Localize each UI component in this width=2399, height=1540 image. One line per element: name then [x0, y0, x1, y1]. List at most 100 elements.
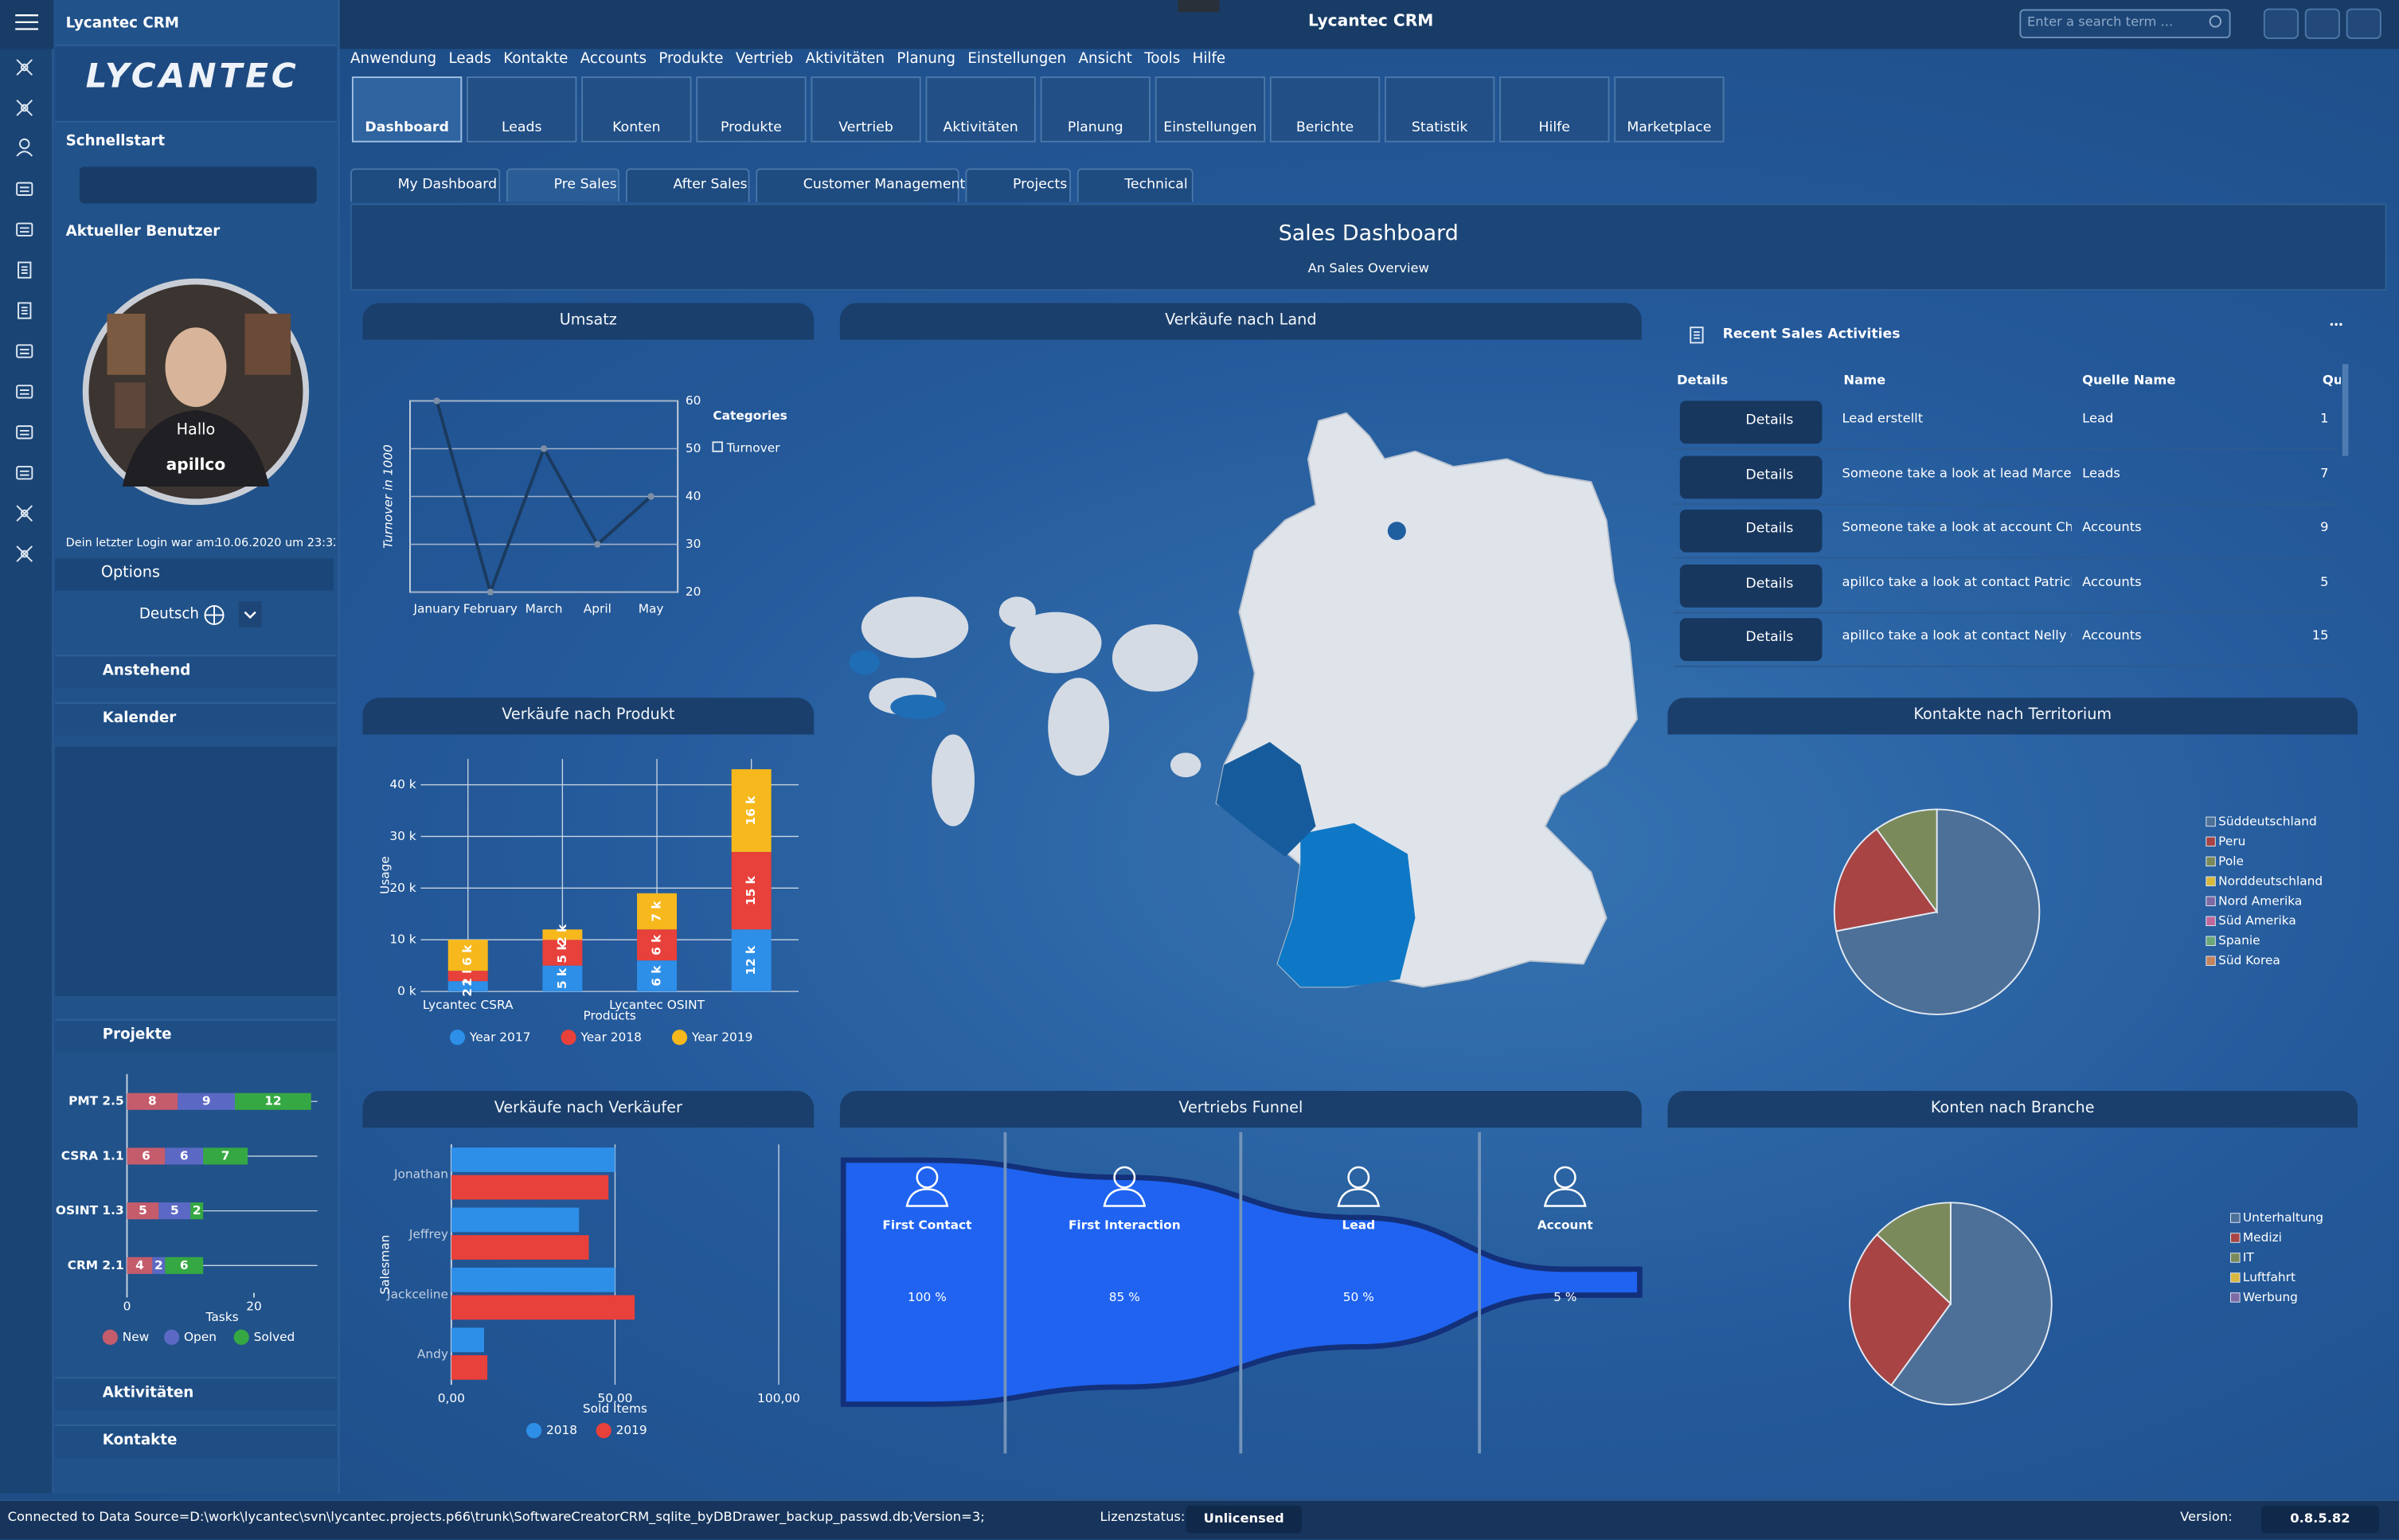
details-button[interactable]: Details — [1679, 401, 1823, 444]
column-header: Details — [1676, 373, 1729, 389]
details-label: Details — [1745, 576, 1794, 592]
toolbar-label: Leads — [501, 120, 542, 137]
toolbar-button[interactable]: Hilfe — [1499, 76, 1610, 143]
menu-item[interactable]: Einstellungen — [967, 50, 1067, 68]
version-label: Version: — [2180, 1510, 2233, 1526]
menu-item[interactable]: Aktivitäten — [805, 50, 885, 68]
menu-item[interactable]: Anwendung — [350, 50, 437, 68]
activity-count: 1 — [2320, 411, 2329, 428]
menu-item[interactable]: Accounts — [580, 50, 647, 68]
sidebar-section-title: Kontakte — [102, 1432, 178, 1449]
toolbar-button[interactable]: Aktivitäten — [925, 76, 1036, 143]
menu-item[interactable]: Leads — [448, 50, 491, 68]
activity-count: 5 — [2320, 574, 2329, 590]
toolbar-button[interactable]: Vertrieb — [811, 76, 921, 143]
sidebar-section[interactable] — [55, 1377, 337, 1411]
panel: Konten nach Branche — [1667, 1091, 2358, 1458]
panel: Verkäufe nach Land — [839, 303, 1642, 1066]
toolbar-button[interactable]: Dashboard — [351, 76, 463, 143]
activity-name: apillco take a look at contact Nelly C — [1842, 628, 2072, 644]
search-box[interactable]: Enter a search term ... — [2019, 9, 2231, 39]
user-name: apillco — [166, 455, 226, 475]
options-label: Options — [100, 565, 160, 582]
sidebar-app-title: Lycantec CRM — [65, 15, 179, 33]
version: 0.8.5.82 — [2260, 1505, 2379, 1534]
menu-item[interactable]: Ansicht — [1078, 50, 1132, 68]
menu-bar: Anwendung Leads Kontakte Accounts Produkte Ve… — [350, 50, 1225, 72]
details-button[interactable]: Details — [1679, 455, 1823, 498]
toolbar-button[interactable]: Planung — [1040, 76, 1151, 143]
tab-label: After Sales — [673, 177, 748, 193]
sidebar-section[interactable] — [55, 702, 337, 737]
toolbar-button[interactable]: Konten — [581, 76, 692, 143]
panel-title: Vertriebs Funnel — [1178, 1100, 1303, 1117]
tab[interactable]: My Dashboard — [350, 168, 501, 202]
logo-box — [55, 44, 337, 123]
tab[interactable]: Projects — [965, 168, 1072, 202]
sidebar-section-title: Anstehend — [102, 663, 191, 680]
table-row: Details Someone take a look at lead Marce… — [1674, 451, 2338, 505]
greeting: Hallo — [176, 422, 216, 440]
toolbar-label: Einstellungen — [1163, 120, 1257, 137]
activity-name: Lead erstellt — [1842, 411, 1924, 428]
sidebar-section[interactable] — [55, 655, 337, 689]
window-title: Lycantec CRM — [1308, 12, 1434, 31]
activity-count: 15 — [2311, 628, 2329, 644]
toolbar-button[interactable]: Statistik — [1384, 76, 1495, 143]
panel-header — [1667, 698, 2358, 735]
menu-item[interactable]: Produkte — [658, 50, 724, 68]
panel: Recent Sales Activities Details Name Quelle… — [1667, 303, 2358, 673]
toolbar-button[interactable]: Berichte — [1269, 76, 1381, 143]
details-label: Details — [1745, 412, 1794, 429]
toolbar-label: Hilfe — [1538, 120, 1570, 137]
panel-title: Konten nach Branche — [1930, 1100, 2095, 1117]
toolbar-button[interactable]: Marketplace — [1614, 76, 1725, 143]
toolbar-button[interactable]: Leads — [467, 76, 577, 143]
tab[interactable]: After Sales — [625, 168, 750, 202]
options-row[interactable] — [55, 558, 334, 591]
table-header: Details Name Quelle Name Qu — [1667, 367, 2341, 395]
panel-title: Recent Sales Activities — [1722, 327, 1901, 343]
panel: Vertriebs Funnel — [839, 1091, 1642, 1458]
activity-source: Lead — [2082, 411, 2114, 428]
sidebar-section[interactable] — [55, 1424, 337, 1459]
details-label: Details — [1745, 522, 1794, 537]
activity-source: Accounts — [2082, 574, 2142, 590]
menu-item[interactable]: Kontakte — [503, 50, 568, 68]
menu-item[interactable]: Tools — [1144, 50, 1181, 68]
panel: Umsatz — [362, 303, 815, 673]
activity-source: Accounts — [2082, 520, 2142, 536]
panel-title: Kontakte nach Territorium — [1913, 706, 2112, 724]
tab[interactable]: Pre Sales — [506, 168, 620, 202]
column-header: Quelle Name — [2082, 373, 2176, 389]
menu-item[interactable]: Vertrieb — [735, 50, 794, 68]
left-icon-strip — [0, 49, 54, 1494]
details-button[interactable]: Details — [1679, 618, 1823, 662]
tab[interactable]: Technical — [1076, 168, 1194, 202]
license-label: Lizenzstatus: — [1100, 1510, 1186, 1526]
toolbar-label: Konten — [612, 120, 661, 137]
table-row: Details apillco take a look at contact Ne… — [1674, 614, 2338, 667]
panel-header — [839, 303, 1642, 340]
details-button[interactable]: Details — [1679, 564, 1823, 607]
tab-label: Customer Management — [803, 177, 966, 193]
toolbar-button[interactable]: Einstellungen — [1155, 76, 1266, 143]
menu-item[interactable]: Planung — [897, 50, 956, 68]
panel: Kontakte nach Territorium — [1667, 698, 2358, 1066]
dashboard-subtitle: An Sales Overview — [1307, 261, 1429, 277]
tab[interactable]: Customer Management — [756, 168, 965, 202]
menu-item[interactable]: Hilfe — [1192, 50, 1226, 68]
language[interactable]: Deutsch — [139, 605, 200, 623]
calendar — [55, 746, 337, 996]
sidebar-section[interactable] — [55, 1018, 337, 1053]
logo: LYCANTEC — [85, 58, 299, 97]
activity-name: Someone take a look at lead Marcel — [1842, 466, 2072, 482]
toolbar-button[interactable]: Produkte — [696, 76, 807, 143]
dashboard-header: Sales Dashboard An Sales Overview — [350, 203, 2387, 291]
panel: Verkäufe nach Produkt — [362, 698, 815, 1066]
toolbar-label: Marketplace — [1627, 120, 1712, 137]
panel-title: Verkäufe nach Land — [1165, 311, 1317, 330]
details-button[interactable]: Details — [1679, 509, 1823, 553]
license-status[interactable]: Unlicensed — [1186, 1505, 1303, 1534]
toolbar-label: Statistik — [1411, 120, 1468, 137]
